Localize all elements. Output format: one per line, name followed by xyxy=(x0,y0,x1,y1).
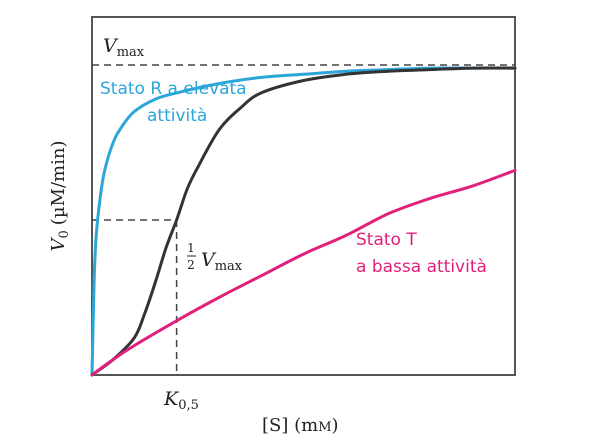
series-line-sigmoid xyxy=(90,66,517,377)
r-state-label-line2: attività xyxy=(147,106,207,126)
r-state-label-line1: Stato R a elevata xyxy=(100,79,247,99)
t-state-label-line2: a bassa attività xyxy=(356,257,487,277)
half-fraction-denominator: 2 xyxy=(187,258,195,272)
half-vmax-label: 1 2 Vmax xyxy=(187,241,243,274)
r-state-label: Stato R a elevata attività xyxy=(100,79,247,126)
plot-frame xyxy=(91,16,516,376)
series-line-t-state xyxy=(90,168,517,377)
series-line-r-state xyxy=(90,66,517,377)
vmax-label: Vmax xyxy=(103,35,145,60)
t-state-label: Stato T a bassa attività xyxy=(356,230,487,277)
k05-tick-label: K0,5 xyxy=(163,388,199,413)
x-axis-label: [S] (mM) xyxy=(262,415,339,436)
t-state-label-line1: Stato T xyxy=(356,230,417,250)
half-vmax-symbol: Vmax xyxy=(201,249,243,274)
half-fraction-numerator: 1 xyxy=(187,241,195,255)
y-axis-label: V0(µM/min) xyxy=(48,141,72,252)
